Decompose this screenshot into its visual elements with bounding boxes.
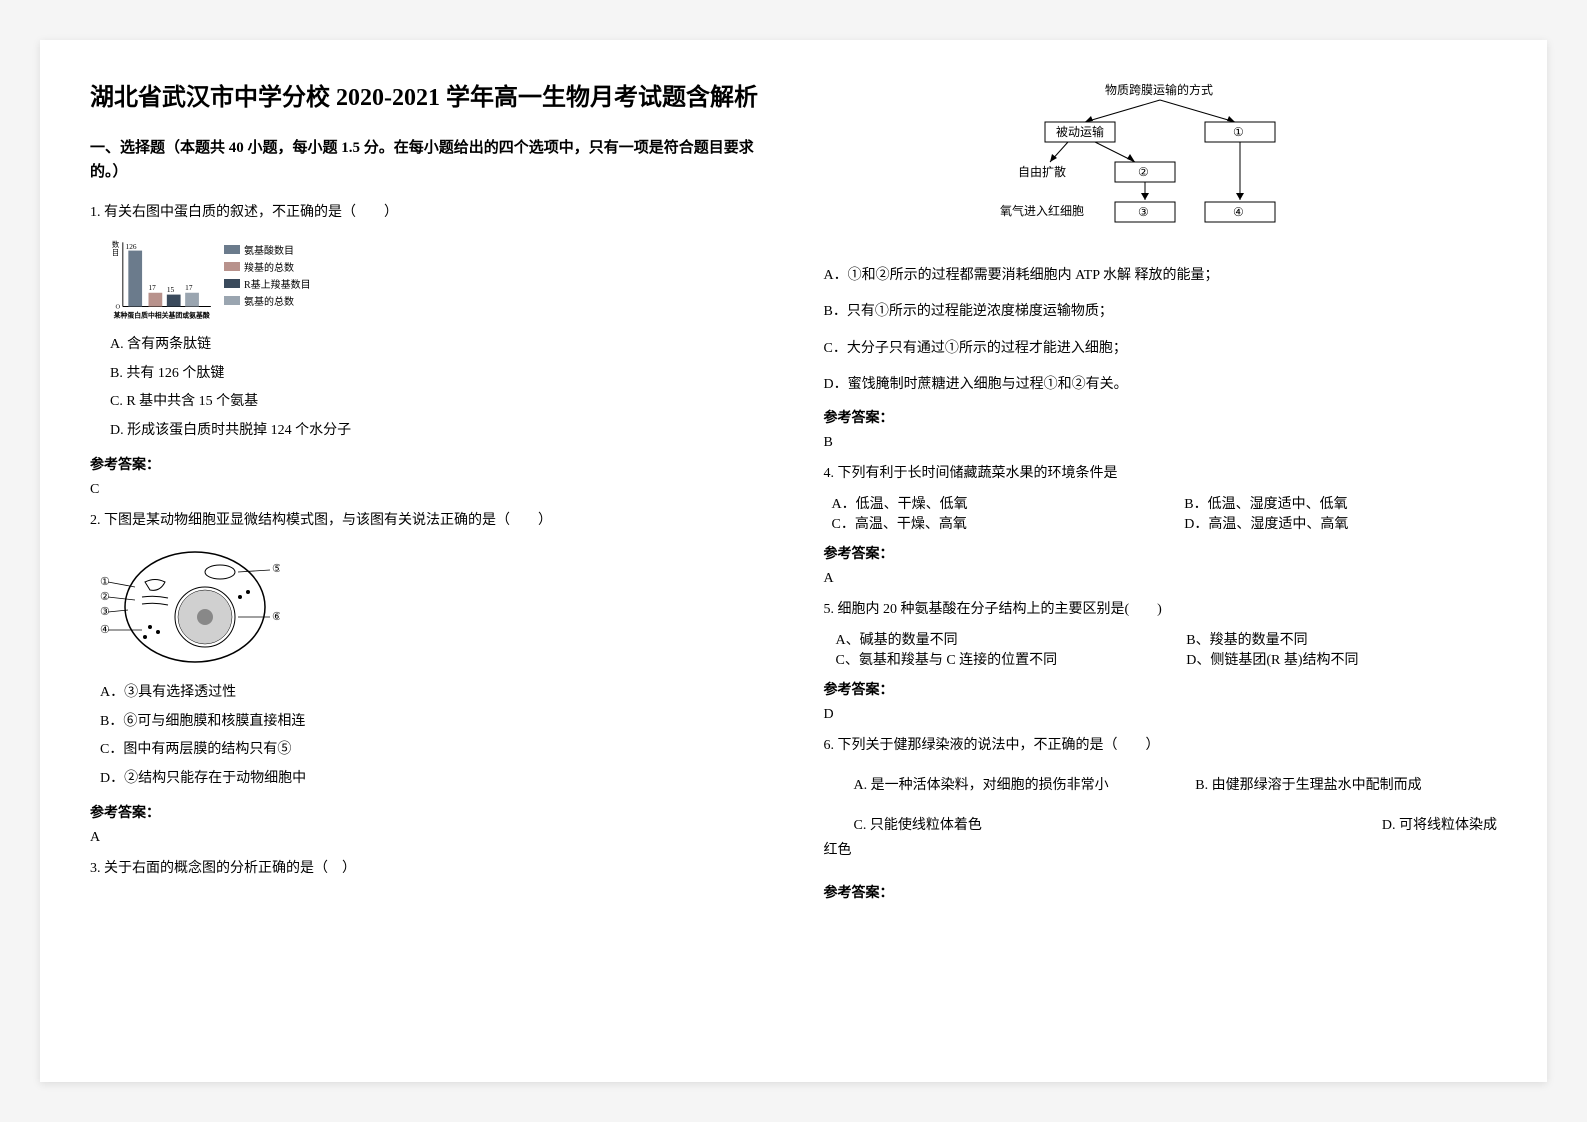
legend-item-1: 氨基酸数目: [224, 242, 311, 257]
cell-label-4: ④: [100, 624, 110, 636]
bar-value-17b: 17: [185, 283, 193, 292]
q5-opt-b: B、羧基的数量不同: [1186, 629, 1497, 649]
q4-answer-label: 参考答案：: [824, 543, 1498, 563]
legend-label-2: 羧基的总数: [244, 259, 294, 274]
q5-row-1: A、碱基的数量不同 B、羧基的数量不同: [836, 629, 1498, 649]
map-node4: ④: [1233, 205, 1244, 219]
q6-opt-d: D. 可将线粒体染成: [1382, 814, 1497, 834]
bar-2: [149, 293, 163, 307]
q1-opt-c: C. R 基中共含 15 个氨基: [110, 391, 764, 413]
q6-opt-b: B. 由健那绿溶于生理盐水中配制而成: [1195, 774, 1497, 794]
map-left: 被动运输: [1056, 124, 1104, 139]
q6-row-2: C. 只能使线粒体着色 D. 可将线粒体染成: [854, 814, 1498, 834]
cell-label-2: ②: [100, 591, 110, 603]
question-1: 1. 有关右图中蛋白质的叙述，不正确的是（ ） 数 目 126 17 15: [90, 202, 764, 442]
q1-chart: 数 目 126 17 15 17 O 某种蛋白质中相关基团或氨基酸: [110, 234, 764, 324]
legend-item-2: 羧基的总数: [224, 259, 311, 274]
map-node1: ①: [1233, 125, 1244, 139]
x-axis-label: 某种蛋白质中相关基团或氨基酸: [114, 311, 210, 320]
bar-value-15: 15: [167, 285, 175, 294]
q1-text: 1. 有关右图中蛋白质的叙述，不正确的是（ ）: [90, 202, 764, 224]
q4-opt-a: A．低温、干燥、低氧: [832, 493, 1145, 513]
cell-label-5: ⑤: [272, 563, 280, 575]
q4-opt-c: C．高温、干燥、高氧: [832, 513, 1145, 533]
q2-answer: A: [90, 830, 764, 846]
right-column: 物质跨膜运输的方式 被动运输 ① 自由扩散 ② 氧: [824, 80, 1498, 1042]
q5-text: 5. 细胞内 20 种氨基酸在分子结构上的主要区别是( ): [824, 599, 1498, 621]
q3-opt-c: C．大分子只有通过①所示的过程才能进入细胞；: [824, 338, 1498, 360]
q1-answer: C: [90, 482, 764, 498]
q1-opt-b: B. 共有 126 个肽键: [110, 363, 764, 385]
q1-answer-label: 参考答案：: [90, 454, 764, 474]
map-leaf: 自由扩散: [1018, 164, 1066, 179]
left-column: 湖北省武汉市中学分校 2020-2021 学年高一生物月考试题含解析 一、选择题…: [90, 80, 764, 1042]
bar-3: [167, 295, 181, 307]
q6-row-1: A. 是一种活体染料，对细胞的损伤非常小 B. 由健那绿溶于生理盐水中配制而成: [854, 774, 1498, 794]
cell-label-1: ①: [100, 576, 110, 588]
q4-row-1: A．低温、干燥、低氧 B．低温、湿度适中、低氧: [832, 493, 1498, 513]
concept-map: 物质跨膜运输的方式 被动运输 ① 自由扩散 ② 氧: [1000, 80, 1320, 245]
q1-opt-a: A. 含有两条肽链: [110, 334, 764, 356]
bar-4: [185, 293, 199, 307]
q2-opt-b: B．⑥可与细胞膜和核膜直接相连: [100, 711, 764, 733]
q4-opt-d: D．高温、湿度适中、高氧: [1184, 513, 1497, 533]
q5-row-2: C、氨基和羧基与 C 连接的位置不同 D、侧链基团(R 基)结构不同: [836, 649, 1498, 669]
cell-label-6: ⑥: [272, 611, 280, 623]
cell-label-3: ③: [100, 606, 110, 618]
q4-text: 4. 下列有利于长时间储藏蔬菜水果的环境条件是: [824, 463, 1498, 485]
y-axis-label2: 目: [112, 249, 119, 258]
q6-text: 6. 下列关于健那绿染液的说法中，不正确的是（ ）: [824, 735, 1498, 757]
q5-opt-c: C、氨基和羧基与 C 连接的位置不同: [836, 649, 1147, 669]
q3-text: 3. 关于右面的概念图的分析正确的是（ ）: [90, 858, 764, 880]
q5-answer: D: [824, 707, 1498, 723]
map-root: 物质跨膜运输的方式: [1105, 82, 1213, 97]
q5-answer-label: 参考答案：: [824, 679, 1498, 699]
q2-diagram: ① ② ③ ④ ⑤ ⑥: [100, 542, 280, 672]
q5-opt-a: A、碱基的数量不同: [836, 629, 1147, 649]
exam-page: 湖北省武汉市中学分校 2020-2021 学年高一生物月考试题含解析 一、选择题…: [40, 40, 1547, 1082]
bar-1: [128, 251, 142, 307]
q2-opt-d: D．②结构只能存在于动物细胞中: [100, 768, 764, 790]
legend-label-4: 氨基的总数: [244, 293, 294, 308]
q2-text: 2. 下图是某动物细胞亚显微结构模式图，与该图有关说法正确的是（ ）: [90, 510, 764, 532]
legend-item-4: 氨基的总数: [224, 293, 311, 308]
question-3-intro: 3. 关于右面的概念图的分析正确的是（ ）: [90, 858, 764, 880]
legend-label-1: 氨基酸数目: [244, 242, 294, 257]
section-header: 一、选择题（本题共 40 小题，每小题 1.5 分。在每小题给出的四个选项中，只…: [90, 136, 764, 184]
q2-opt-c: C．图中有两层膜的结构只有⑤: [100, 739, 764, 761]
q3-answer: B: [824, 435, 1498, 451]
q4-opt-b: B．低温、湿度适中、低氧: [1184, 493, 1497, 513]
map-node3: ③: [1138, 205, 1149, 219]
svg-text:O: O: [116, 304, 121, 311]
q3-opt-d: D．蜜饯腌制时蔗糖进入细胞与过程①和②有关。: [824, 374, 1498, 396]
q3-opt-b: B．只有①所示的过程能逆浓度梯度运输物质；: [824, 301, 1498, 323]
q4-row-2: C．高温、干燥、高氧 D．高温、湿度适中、高氧: [832, 513, 1498, 533]
q3-opt-a: A．①和②所示的过程都需要消耗细胞内 ATP 水解 释放的能量；: [824, 265, 1498, 287]
legend-item-3: R基上羧基数目: [224, 276, 311, 291]
map-node2: ②: [1138, 165, 1149, 179]
q1-opt-d: D. 形成该蛋白质时共脱掉 124 个水分子: [110, 420, 764, 442]
bar-value-17a: 17: [149, 283, 157, 292]
exam-title: 湖北省武汉市中学分校 2020-2021 学年高一生物月考试题含解析: [90, 80, 764, 116]
q6-answer-label: 参考答案：: [824, 882, 1498, 902]
chart-legend: 氨基酸数目 羧基的总数 R基上羧基数目 氨基的总数: [224, 242, 311, 310]
bar-chart-svg: 数 目 126 17 15 17 O 某种蛋白质中相关基团或氨基酸: [110, 234, 220, 324]
legend-label-3: R基上羧基数目: [244, 276, 311, 291]
q2-opt-a: A．③具有选择透过性: [100, 682, 764, 704]
map-bottom-left: 氧气进入红细胞: [1000, 203, 1084, 218]
question-2: 2. 下图是某动物细胞亚显微结构模式图，与该图有关说法正确的是（ ）: [90, 510, 764, 790]
q4-answer: A: [824, 571, 1498, 587]
q6-continuation: 红色: [824, 840, 1498, 862]
q5-opt-d: D、侧链基团(R 基)结构不同: [1186, 649, 1497, 669]
q3-answer-label: 参考答案：: [824, 407, 1498, 427]
q6-opt-a: A. 是一种活体染料，对细胞的损伤非常小: [854, 774, 1156, 794]
q2-answer-label: 参考答案：: [90, 802, 764, 822]
q6-opt-c: C. 只能使线粒体着色: [854, 814, 1382, 834]
bar-value-126: 126: [126, 242, 137, 251]
